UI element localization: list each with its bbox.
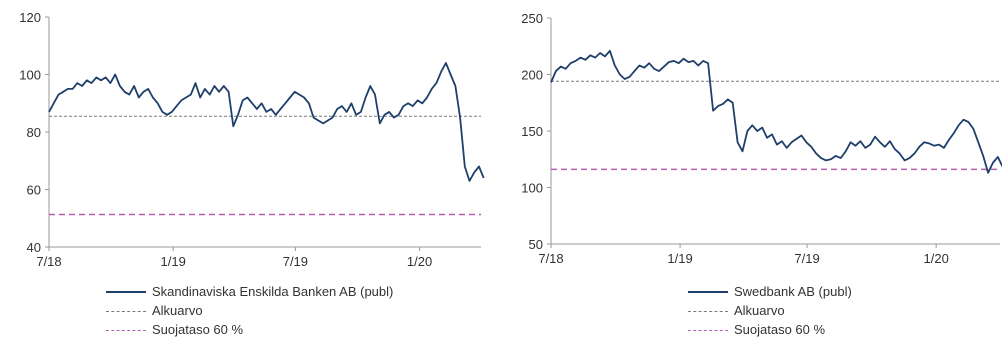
y-tick-label: 150 [521, 124, 543, 139]
protection-level-line-swatch [106, 329, 146, 331]
x-tick-label: 1/20 [924, 251, 949, 266]
y-tick-label: 100 [19, 68, 41, 83]
legend-item-series: Skandinaviska Enskilda Banken AB (publ) [106, 284, 393, 300]
x-tick-label: 1/19 [161, 254, 186, 269]
price-series-line [48, 62, 485, 182]
initial-value-line-swatch [688, 310, 728, 312]
legend-item-series: Swedbank AB (publ) [688, 284, 852, 300]
chart-panel-swedbank: 50 100 150 200 250 7/18 1/19 7/19 1/20 Swedbank … [501, 0, 1002, 343]
x-tick-label: 7/19 [794, 251, 819, 266]
y-tick-label: 120 [19, 10, 41, 25]
legend-label-initial-value: Alkuarvo [734, 303, 785, 318]
y-tick-label: 80 [27, 125, 41, 140]
legend-label-protection-level: Suojataso 60 % [734, 322, 826, 337]
y-tick-label: 60 [27, 183, 41, 198]
legend-label-series: Swedbank AB (publ) [734, 284, 852, 299]
x-tick-label: 1/20 [407, 254, 432, 269]
legend-item-initial-value: Alkuarvo [106, 303, 393, 319]
chart-seb: 40 60 80 100 120 7/18 1/19 7/19 1/20 [19, 10, 485, 269]
series-line-swatch [106, 291, 146, 293]
legend-item-protection-level: Suojataso 60 % [106, 322, 393, 338]
legend-swedbank: Swedbank AB (publ) Alkuarvo Suojataso 60… [688, 284, 852, 341]
legend-label-initial-value: Alkuarvo [152, 303, 203, 318]
x-tick-label: 1/19 [667, 251, 692, 266]
x-tick-label: 7/18 [36, 254, 61, 269]
y-tick-label: 50 [529, 237, 543, 252]
y-tick-label: 250 [521, 11, 543, 26]
legend-item-protection-level: Suojataso 60 % [688, 322, 852, 338]
legend-label-protection-level: Suojataso 60 % [152, 322, 244, 337]
protection-level-line-swatch [688, 329, 728, 331]
y-tick-label: 100 [521, 181, 543, 196]
chart-swedbank: 50 100 150 200 250 7/18 1/19 7/19 1/20 [521, 11, 1002, 266]
legend-seb: Skandinaviska Enskilda Banken AB (publ) … [106, 284, 393, 341]
chart-panel-seb: 40 60 80 100 120 7/18 1/19 7/19 1/20 Skandinavis… [19, 10, 485, 341]
price-series-line [550, 49, 1002, 174]
x-tick-label: 7/19 [283, 254, 308, 269]
y-tick-label: 200 [521, 68, 543, 83]
legend-label-series: Skandinaviska Enskilda Banken AB (publ) [152, 284, 394, 299]
initial-value-line-swatch [106, 310, 146, 312]
x-tick-label: 7/18 [538, 251, 563, 266]
y-tick-label: 40 [27, 240, 41, 255]
legend-item-initial-value: Alkuarvo [688, 303, 852, 319]
series-line-swatch [688, 291, 728, 293]
